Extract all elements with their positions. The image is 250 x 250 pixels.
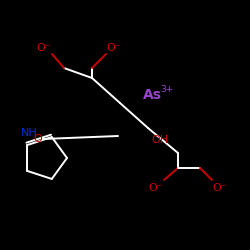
Text: O⁻: O⁻ [37, 43, 51, 53]
Text: 3+: 3+ [160, 86, 173, 94]
Text: O⁻: O⁻ [107, 43, 121, 53]
Text: O⁻: O⁻ [213, 183, 227, 193]
Text: O⁻: O⁻ [149, 183, 163, 193]
Text: OH: OH [152, 135, 168, 145]
Text: As: As [142, 88, 162, 102]
Text: NH: NH [21, 128, 38, 138]
Text: O: O [34, 134, 42, 144]
